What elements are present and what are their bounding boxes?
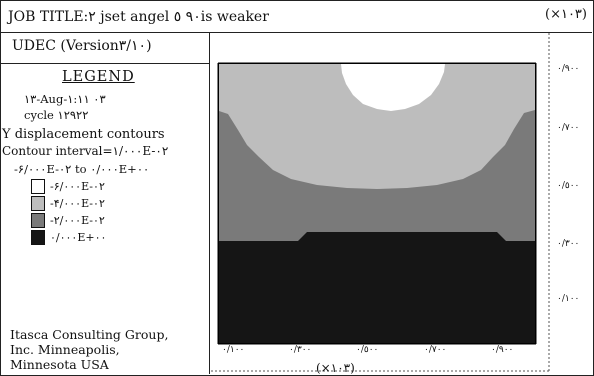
legend-swatch-4 xyxy=(31,230,45,245)
program-version: UDEC (Version٣/١٠) xyxy=(12,38,152,54)
company-line-2: Inc. Minneapolis, xyxy=(10,342,120,357)
y-tick-1: ٠/٩٠٠ xyxy=(557,64,580,74)
x-tick-2: ٠/٣٠٠ xyxy=(289,345,312,355)
y-tick-4: ٠/٣٠٠ xyxy=(557,239,580,249)
legend-label-2: -۴/٠٠٠E-٠٢ xyxy=(50,197,105,210)
program-version-box: UDEC (Version٣/١٠) xyxy=(0,33,209,64)
legend-label-1: -۶/٠٠٠E-٠٢ xyxy=(50,180,105,193)
company-line-1: Itasca Consulting Group, xyxy=(10,327,169,342)
job-title: JOB TITLE:٢ jset angel ٩٠ ٥is weaker xyxy=(8,9,269,25)
contour-region-light xyxy=(219,64,535,189)
x-scale-factor: (×١٠٣) xyxy=(316,361,355,375)
run-date: ١٣-Aug-٠٣ ١:١١ xyxy=(24,92,106,106)
legend-label-4: ٠/٠٠٠E+٠٠ xyxy=(50,231,107,244)
x-tick-3: ٠/٥٠٠ xyxy=(356,345,379,355)
contour-range: -۶/٠٠٠E-٠٢ to ٠/٠٠٠E+٠٠ xyxy=(14,162,150,176)
y-tick-5: ٠/١٠٠ xyxy=(557,294,580,304)
plot-type: Y displacement contours xyxy=(2,127,165,142)
x-tick-1: ٠/١٠٠ xyxy=(222,345,245,355)
legend-panel: UDEC (Version٣/١٠) LEGEND ١٣-Aug-٠٣ ١:١١… xyxy=(0,33,210,374)
x-tick-5: ٠/٩٠٠ xyxy=(491,345,514,355)
y-tick-3: ٠/٥٠٠ xyxy=(557,181,580,191)
title-bar: JOB TITLE:٢ jset angel ٩٠ ٥is weaker (×١… xyxy=(0,0,592,33)
y-tick-2: ٠/٧٠٠ xyxy=(557,123,580,133)
legend-swatch-2 xyxy=(31,196,45,211)
x-tick-4: ٠/٧٠٠ xyxy=(424,345,447,355)
contour-plot xyxy=(211,33,551,373)
legend-title: LEGEND xyxy=(62,69,135,85)
contour-region-white xyxy=(341,64,445,111)
contour-interval: Contour interval=١/٠٠٠E-٠٢ xyxy=(2,144,169,158)
cycle-count: cycle ١٢٩٢٢ xyxy=(24,108,89,122)
y-scale-factor: (×١٠٣) xyxy=(545,7,587,22)
company-line-3: Minnesota USA xyxy=(10,357,109,372)
legend-swatch-1 xyxy=(31,179,45,194)
legend-swatch-3 xyxy=(31,213,45,228)
legend-label-3: -٢/٠٠٠E-٠٢ xyxy=(50,214,105,227)
